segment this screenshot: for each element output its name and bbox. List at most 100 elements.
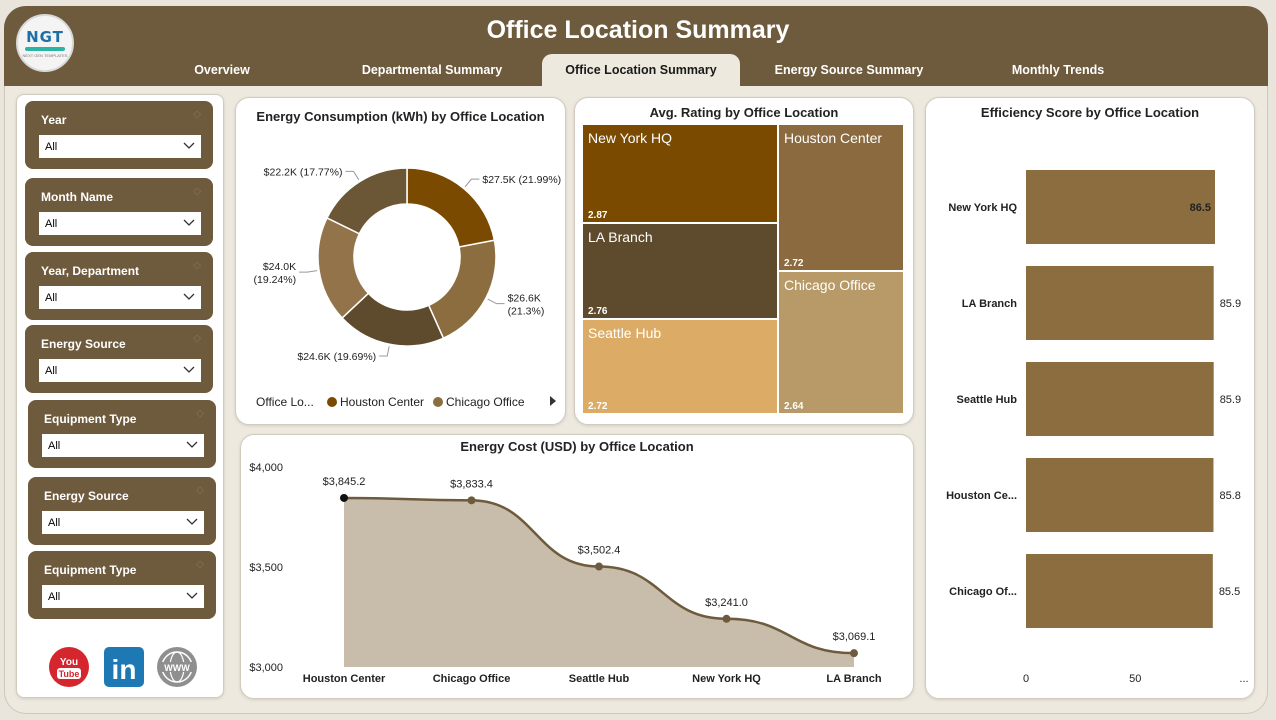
tile-value: 2.87 (588, 210, 608, 221)
tile-houston-center[interactable] (779, 125, 903, 270)
bar-category-label: New York HQ (948, 202, 1017, 214)
chart-title: Avg. Rating by Office Location (649, 105, 839, 120)
bar-category-label: Chicago Of... (949, 586, 1017, 598)
logo-text: NGT (26, 28, 64, 46)
donut-slice[interactable] (326, 167, 408, 235)
efficiency-bar[interactable] (1026, 554, 1213, 628)
legend-item[interactable]: Chicago Office (446, 395, 525, 409)
chart-title: Energy Cost (USD) by Office Location (460, 439, 694, 454)
tile-seattle-hub[interactable] (583, 320, 777, 413)
slicer-year-department: Year, Department ◇ All (25, 252, 213, 320)
efficiency-bar[interactable] (1026, 266, 1214, 340)
dropdown-value: All (45, 217, 58, 230)
tile-la-branch[interactable] (583, 224, 777, 318)
slice-data-label: $24.0K (263, 261, 296, 273)
x-tick-label: ... (1239, 673, 1248, 685)
slicer-label: Year (41, 113, 67, 127)
slice-data-label: (19.24%) (254, 274, 297, 286)
svg-text:You: You (60, 657, 78, 668)
slicer-equipment-type-dropdown[interactable]: All (42, 434, 204, 457)
dropdown-value: All (48, 516, 61, 529)
x-category-label: New York HQ (692, 673, 761, 685)
y-tick-label: $3,500 (249, 562, 283, 574)
tab-office-location-summary[interactable]: Office Location Summary (542, 54, 740, 86)
slicer-label: Energy Source (41, 337, 126, 351)
tab-energy-source-summary[interactable]: Energy Source Summary (774, 63, 924, 77)
tile-value: 2.64 (784, 401, 804, 412)
efficiency-score-card: Efficiency Score by Office Location New … (925, 97, 1255, 699)
slicer-energy-source-dropdown[interactable]: All (39, 359, 201, 382)
x-tick-label: 50 (1129, 673, 1141, 685)
dropdown-value: All (48, 439, 61, 452)
donut-chart: $27.5K (21.99%) $26.6K(21.3%) $24.6K (19.6… (254, 166, 562, 409)
legend-next-arrow-icon[interactable] (550, 396, 556, 406)
eraser-icon[interactable]: ◇ (196, 408, 204, 419)
tile-chicago-office[interactable] (779, 272, 903, 413)
x-category-label: LA Branch (826, 673, 881, 685)
tile-label: Seattle Hub (588, 325, 661, 341)
cost-point[interactable] (850, 649, 858, 658)
efficiency-bar[interactable] (1026, 458, 1214, 532)
cost-point[interactable] (722, 614, 731, 623)
point-data-label: $3,845.2 (323, 476, 366, 488)
tile-label: New York HQ (588, 130, 672, 146)
efficiency-bar[interactable] (1026, 362, 1214, 436)
x-category-label: Houston Center (303, 673, 386, 685)
donut-slice[interactable] (406, 167, 496, 248)
energy-cost-card: Energy Cost (USD) by Office Location $4,… (240, 434, 914, 699)
eraser-icon[interactable]: ◇ (193, 333, 201, 344)
globe-www-icon[interactable]: WWW (156, 646, 198, 688)
cost-point[interactable] (467, 496, 476, 505)
bar-value-label: 85.5 (1219, 586, 1240, 598)
slicer-year-department-dropdown[interactable]: All (39, 286, 201, 309)
slicer-month-dropdown[interactable]: All (39, 212, 201, 235)
slicer-year-dropdown[interactable]: All (39, 135, 201, 158)
svg-text:Tube: Tube (59, 669, 80, 679)
leader-line (464, 178, 480, 188)
slicer-energy-source-2-dropdown[interactable]: All (42, 511, 204, 534)
efficiency-bar[interactable] (1026, 170, 1215, 244)
slicer-label: Month Name (41, 190, 113, 204)
bar-category-label: Seattle Hub (956, 394, 1017, 406)
logo-subtext: NEXT GEN TEMPLATES (22, 53, 68, 58)
ngt-logo[interactable]: NGT NEXT GEN TEMPLATES (16, 14, 74, 72)
energy-consumption-card: Energy Consumption (kWh) by Office Locat… (235, 97, 566, 425)
slicer-year: Year ◇ All (25, 101, 213, 169)
slicer-equipment-type-2-dropdown[interactable]: All (42, 585, 204, 608)
slicer-energy-source: Energy Source ◇ All (25, 325, 213, 393)
tile-label: Chicago Office (784, 277, 876, 293)
chart-title: Energy Consumption (kWh) by Office Locat… (256, 109, 545, 124)
donut-slice[interactable] (427, 239, 497, 340)
tab-overview[interactable]: Overview (194, 63, 250, 77)
slicer-label: Equipment Type (44, 563, 137, 577)
slicer-energy-source-2: Energy Source ◇ All (28, 477, 216, 545)
tab-monthly-trends[interactable]: Monthly Trends (1011, 63, 1105, 77)
slicer-equipment-type: Equipment Type ◇ All (28, 400, 216, 468)
x-tick-label: 0 (1023, 673, 1029, 685)
eraser-icon[interactable]: ◇ (196, 559, 204, 570)
logo-swoosh-icon (25, 47, 65, 51)
linkedin-icon[interactable]: in (103, 646, 145, 688)
eraser-icon[interactable]: ◇ (193, 109, 201, 120)
avg-rating-card: Avg. Rating by Office Location New York … (574, 97, 914, 425)
point-data-label: $3,833.4 (450, 478, 493, 490)
chevron-down-icon (183, 219, 195, 226)
eraser-icon[interactable]: ◇ (193, 186, 201, 197)
slicer-equipment-type-2: Equipment Type ◇ All (28, 551, 216, 619)
slice-data-label: (21.3%) (508, 306, 545, 318)
dropdown-value: All (45, 140, 58, 153)
cost-point[interactable] (340, 493, 348, 502)
tile-value: 2.72 (588, 401, 608, 412)
page-title: Office Location Summary (486, 16, 790, 44)
bar-value-label: 86.5 (1190, 202, 1211, 214)
tile-value: 2.72 (784, 258, 804, 269)
youtube-icon[interactable]: You Tube (48, 646, 90, 688)
cost-point[interactable] (595, 562, 603, 571)
tile-label: Houston Center (784, 130, 882, 146)
tile-new-york-hq[interactable] (583, 125, 777, 222)
legend-item[interactable]: Houston Center (340, 395, 424, 409)
eraser-icon[interactable]: ◇ (193, 260, 201, 271)
tab-departmental-summary[interactable]: Departmental Summary (361, 63, 503, 77)
eraser-icon[interactable]: ◇ (196, 485, 204, 496)
chevron-down-icon (186, 592, 198, 599)
